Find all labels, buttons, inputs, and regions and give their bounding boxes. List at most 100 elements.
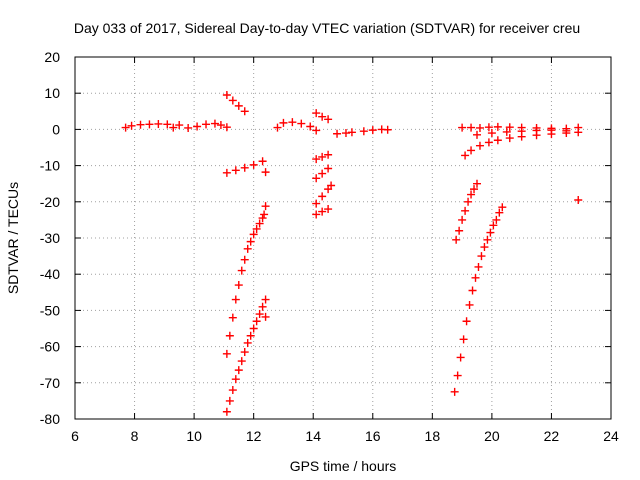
data-point-marker [312, 210, 321, 219]
y-tick-label: -60 [40, 339, 60, 355]
data-point-marker [574, 195, 583, 204]
data-point-marker [458, 123, 467, 132]
x-tick-label: 20 [484, 428, 500, 444]
data-point-marker [297, 119, 306, 128]
y-tick-label: -30 [40, 230, 60, 246]
data-point-marker [318, 112, 327, 121]
data-point-marker [333, 129, 342, 138]
y-tick-label: 10 [44, 85, 60, 101]
data-point-marker [288, 118, 297, 127]
y-tick-label: 0 [52, 121, 60, 137]
data-points [121, 91, 583, 416]
data-point-marker [470, 185, 479, 194]
data-point-marker [243, 244, 252, 253]
data-point-marker [474, 262, 483, 271]
data-point-marker [318, 192, 327, 201]
data-point-marker [255, 219, 264, 228]
data-point-marker [240, 255, 249, 264]
data-point-marker [453, 371, 462, 380]
y-tick-label: 20 [44, 49, 60, 65]
chart-title: Day 033 of 2017, Sidereal Day-to-day VTE… [74, 20, 580, 36]
data-point-marker [359, 127, 368, 136]
data-point-marker [222, 91, 231, 100]
data-point-marker [231, 295, 240, 304]
data-point-marker [246, 237, 255, 246]
data-point-marker [261, 202, 270, 211]
data-point-marker [222, 123, 231, 132]
data-point-marker [237, 357, 246, 366]
data-point-marker [467, 123, 476, 132]
data-point-marker [505, 134, 514, 143]
data-point-marker [249, 230, 258, 239]
data-point-marker [471, 273, 480, 282]
data-point-marker [324, 164, 333, 173]
data-point-marker [532, 126, 541, 135]
data-point-marker [467, 190, 476, 199]
data-point-marker [487, 129, 496, 138]
data-point-marker [261, 312, 270, 321]
data-point-marker [318, 169, 327, 178]
data-point-marker [312, 109, 321, 118]
data-point-marker [498, 203, 507, 212]
data-point-marker [249, 160, 258, 169]
data-point-marker [383, 125, 392, 134]
y-tick-label: -50 [40, 302, 60, 318]
data-point-marker [347, 128, 356, 137]
data-point-marker [237, 266, 246, 275]
y-tick-label: -20 [40, 194, 60, 210]
data-point-marker [246, 331, 255, 340]
x-axis-label: GPS time / hours [290, 458, 397, 474]
data-point-marker [462, 317, 471, 326]
data-point-marker [261, 168, 270, 177]
data-point-marker [475, 141, 484, 150]
data-point-marker [493, 122, 502, 131]
data-point-marker [169, 123, 178, 132]
data-point-marker [231, 375, 240, 384]
data-point-marker [484, 123, 493, 132]
data-point-marker [318, 207, 327, 216]
x-tick-label: 14 [305, 428, 321, 444]
x-tick-label: 6 [71, 428, 79, 444]
data-point-marker [562, 126, 571, 135]
data-point-marker [480, 243, 489, 252]
data-point-marker [279, 118, 288, 127]
data-point-marker [225, 396, 234, 405]
data-point-marker [222, 407, 231, 416]
data-point-marker [465, 300, 474, 309]
data-point-marker [461, 151, 470, 160]
data-point-marker [517, 127, 526, 136]
data-point-marker [260, 210, 269, 219]
data-point-marker [261, 295, 270, 304]
y-tick-label: -10 [40, 158, 60, 174]
data-point-marker [505, 123, 514, 132]
data-point-marker [502, 127, 511, 136]
data-point-marker [341, 129, 350, 138]
data-point-marker [547, 126, 556, 135]
data-point-marker [489, 221, 498, 230]
data-point-marker [210, 119, 219, 128]
data-point-marker [475, 123, 484, 132]
data-point-marker [121, 123, 130, 132]
data-point-marker [318, 152, 327, 161]
data-point-marker [473, 130, 481, 139]
data-point-marker [461, 206, 470, 215]
x-tick-label: 16 [365, 428, 381, 444]
data-point-marker [228, 386, 237, 395]
data-point-marker [306, 122, 315, 131]
data-point-marker [154, 119, 163, 128]
data-point-marker [240, 107, 249, 116]
data-point-marker [231, 166, 240, 175]
x-tick-label: 12 [246, 428, 262, 444]
data-point-marker [312, 155, 321, 164]
data-point-marker [456, 353, 465, 362]
x-tick-label: 22 [544, 428, 560, 444]
data-point-marker [258, 157, 267, 166]
grid-lines [75, 57, 611, 419]
data-point-marker [228, 313, 237, 322]
data-point-marker [459, 335, 468, 344]
data-point-marker [222, 168, 231, 177]
data-point-marker [312, 199, 321, 208]
data-point-marker [136, 120, 145, 129]
